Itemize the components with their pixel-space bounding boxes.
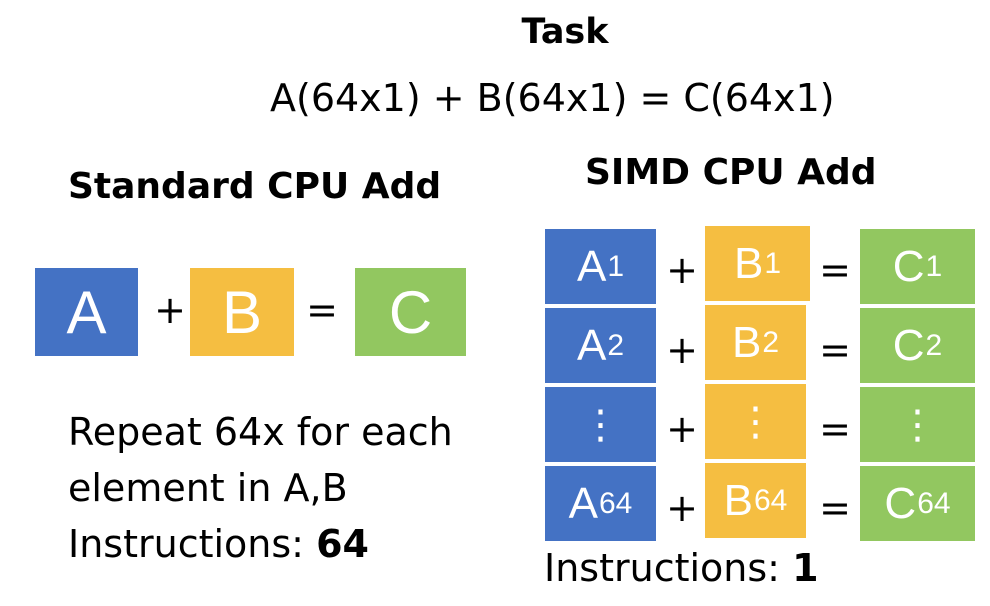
standard-plus: +	[154, 288, 186, 332]
simd-c-cell: C 64	[860, 466, 975, 541]
standard-instructions-label: Instructions:	[68, 522, 304, 566]
simd-c-letter: C	[892, 320, 925, 370]
simd-a-ellipsis: ⋮	[545, 387, 656, 462]
simd-b-subscript: 2	[762, 325, 780, 359]
standard-a-box: A	[35, 268, 138, 356]
repeat-line-1: Repeat 64x for each	[68, 410, 453, 454]
standard-title: Standard CPU Add	[68, 166, 442, 207]
simd-plus: +	[666, 486, 698, 530]
simd-b-letter: B	[731, 317, 762, 367]
simd-instructions: Instructions: 1	[544, 546, 819, 590]
simd-a-subscript: 64	[598, 486, 633, 520]
standard-instructions-count: 64	[316, 522, 369, 566]
simd-a-letter: A	[568, 478, 598, 528]
task-equation: A(64x1) + B(64x1) = C(64x1)	[270, 76, 835, 120]
simd-plus: +	[666, 407, 698, 451]
standard-equals: =	[306, 288, 338, 332]
simd-equals: =	[819, 248, 851, 292]
simd-title: SIMD CPU Add	[585, 152, 877, 193]
simd-b-letter: B	[723, 475, 753, 525]
simd-a-letter: A	[576, 241, 607, 291]
task-title: Task	[521, 12, 609, 52]
simd-c-letter: C	[884, 478, 917, 528]
simd-b-subscript: 1	[764, 246, 782, 280]
standard-b-box: B	[190, 268, 294, 356]
simd-equals: =	[819, 328, 851, 372]
simd-equals: =	[819, 407, 851, 451]
standard-instructions: Instructions: 64	[68, 516, 508, 572]
simd-b-letter: B	[733, 238, 764, 288]
simd-a-subscript: 1	[607, 249, 625, 283]
simd-plus: +	[666, 328, 698, 372]
standard-c-box: C	[355, 268, 466, 356]
simd-c-subscript: 2	[925, 328, 943, 362]
simd-b-cell: B 64	[705, 463, 806, 538]
simd-a-subscript: 2	[607, 328, 625, 362]
simd-equals: =	[819, 486, 851, 530]
simd-b-ellipsis: ⋮	[705, 384, 806, 459]
simd-instructions-count: 1	[792, 546, 819, 590]
simd-a-cell: A 64	[545, 466, 656, 541]
simd-instructions-label: Instructions:	[544, 546, 780, 590]
simd-b-subscript: 64	[753, 483, 788, 517]
simd-plus: +	[666, 248, 698, 292]
simd-a-letter: A	[576, 320, 607, 370]
standard-description: Repeat 64x for each element in A,B Instr…	[68, 404, 508, 572]
simd-c-subscript: 1	[925, 249, 943, 283]
simd-c-subscript: 64	[917, 486, 951, 520]
simd-c-letter: C	[892, 241, 925, 291]
simd-c-ellipsis: ⋮	[860, 387, 975, 462]
repeat-line-2: element in A,B	[68, 466, 348, 510]
